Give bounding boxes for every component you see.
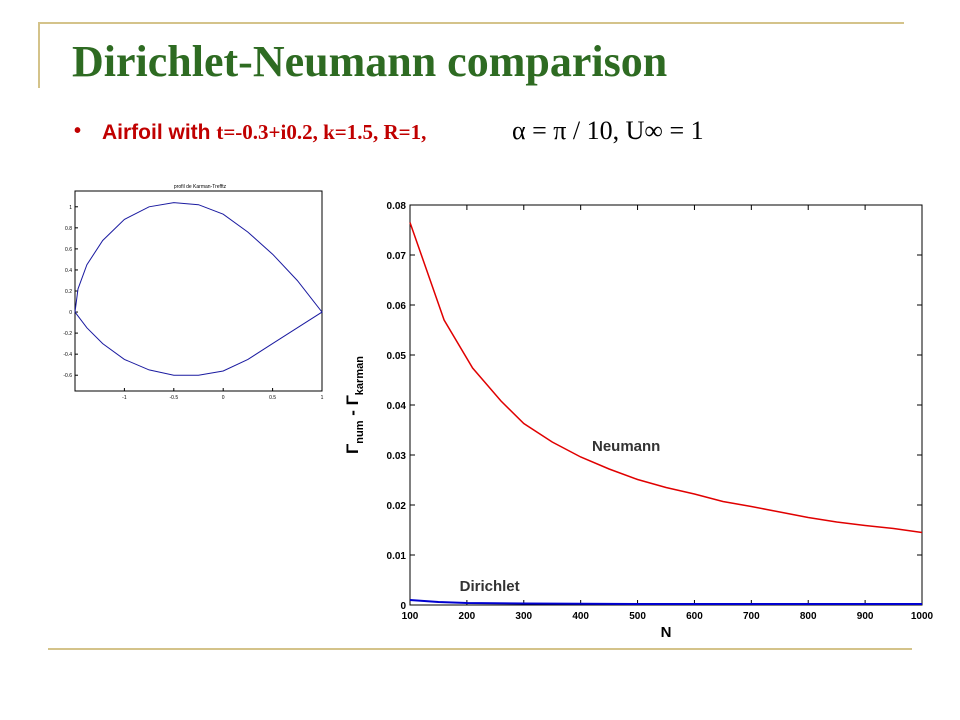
airfoil-x-tick-label: -0.5 [169,395,178,401]
left-frame-rule [38,22,40,88]
y-tick-label: 0.06 [387,301,407,312]
y-tick-label: 0.05 [387,351,407,362]
airfoil-x-tick-label: -1 [122,395,127,401]
airfoil-x-tick-label: 1 [321,395,324,401]
airfoil-y-tick-label: 0.6 [65,247,72,253]
airfoil-y-tick-label: 1 [69,205,72,211]
y-tick-label: 0 [400,601,406,612]
airfoil-y-tick-label: -0.4 [63,352,72,358]
chart-plot-frame [409,204,923,606]
top-frame-rule [38,22,904,24]
airfoil-plot-title: profil de Karman-Trefftz [174,184,227,190]
airfoil-x-tick-label: 0.5 [269,395,276,401]
bullet-params: t=-0.3+i0.2, k=1.5, R=1, [216,120,427,144]
bullet-formula: α = π / 10, U∞ = 1 [512,116,704,145]
y-tick-label: 0.08 [387,201,407,212]
y-axis-label-minus-gamma: - Γ [343,395,362,420]
bullet-text: Airfoil with t=-0.3+i0.2, k=1.5, R=1, [102,120,426,145]
y-axis-label-sub-num: num [354,420,366,443]
y-tick-label: 0.02 [387,501,407,512]
airfoil-plot: profil de Karman-Trefftz 1 0.8 0.6 0.4 0.2 0 -… [63,184,324,401]
airfoil-y-tick-label: 0.8 [65,226,72,232]
x-tick-label: 500 [629,611,646,622]
bullet-lead: Airfoil with [102,121,217,144]
x-tick-label: 900 [857,611,874,622]
airfoil-y-tick-label: 0.2 [65,289,72,295]
dirichlet-series-label: Dirichlet [460,578,520,595]
bottom-frame-rule [48,648,912,650]
airfoil-y-tick-label: -0.2 [63,331,72,337]
x-tick-label: 200 [459,611,476,622]
y-tick-label: 0.01 [387,551,407,562]
x-tick-label: 100 [402,611,419,622]
x-tick-label: 600 [686,611,703,622]
slide-title: Dirichlet-Neumann comparison [72,37,668,86]
dirichlet-series-line [409,599,922,605]
airfoil-x-tick-label: 0 [222,395,225,401]
x-axis-label: N [661,624,672,641]
bullet-marker: • [74,120,82,142]
airfoil-profile-curve [74,202,323,376]
x-tick-label: 400 [572,611,589,622]
airfoil-y-tick-label: 0 [69,310,72,316]
x-tick-label: 1000 [911,611,934,622]
y-tick-label: 0.07 [387,251,407,262]
comparison-chart: 0 0.01 0.02 0.03 0.04 0.05 0.06 0.07 0.08 100 200… [343,201,934,641]
y-axis-label-sub-karman: karman [354,356,366,395]
y-tick-label: 0.03 [387,451,407,462]
neumann-series-line [409,222,923,534]
y-tick-label: 0.04 [387,401,407,412]
airfoil-y-tick-label: -0.6 [63,373,72,379]
x-tick-label: 700 [743,611,760,622]
airfoil-y-tick-label: 0.4 [65,268,72,274]
x-tick-label: 300 [515,611,532,622]
y-axis-label-gamma: Γ [343,444,362,454]
neumann-series-label: Neumann [592,438,660,455]
airfoil-plot-frame [74,190,323,392]
y-axis-label: Γnum - Γkarman [343,356,366,454]
x-tick-label: 800 [800,611,817,622]
